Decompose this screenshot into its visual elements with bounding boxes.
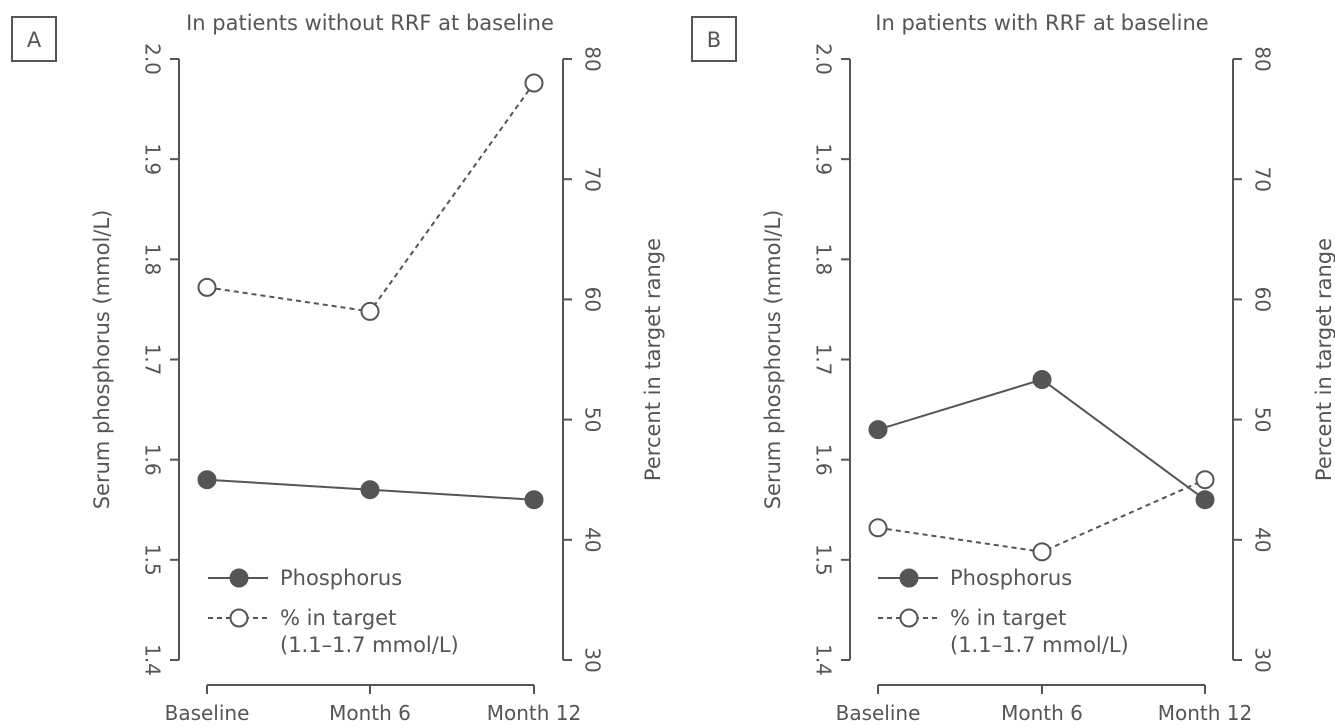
left-y-tick-label: 1.7: [812, 344, 836, 376]
data-point-percent-in-target: [524, 73, 544, 93]
legend-label: Phosphorus: [950, 566, 1072, 590]
legend-marker: [899, 608, 919, 628]
left-y-tick-label: 1.6: [141, 444, 165, 476]
x-tick-label: Baseline: [836, 701, 921, 725]
panel-letter-box: [11, 16, 57, 62]
data-point-percent-in-target: [1195, 470, 1215, 490]
right-y-axis-label: Percent in target range: [1312, 238, 1335, 481]
legend-label-line2: (1.1–1.7 mmol/L): [280, 633, 459, 657]
chart-panel-a: A In patients without RRF at baseline 1.4 1…: [11, 11, 665, 725]
right-y-tick-label: 30: [581, 647, 605, 672]
x-tick-label: Month 6: [1001, 701, 1083, 725]
left-y-tick-label: 1.7: [141, 344, 165, 376]
right-y-tick-label: 60: [581, 287, 605, 312]
series-line-percent-in-target: [206, 82, 535, 313]
left-y-tick-label: 1.9: [812, 143, 836, 175]
chart-panel-b: B In patients with RRF at baseline 1.4 1.5 1…: [691, 11, 1335, 725]
data-point-phosphorus: [868, 420, 888, 440]
right-y-tick-label: 50: [1251, 407, 1275, 432]
right-y-tick-label: 50: [581, 407, 605, 432]
right-y-axis-label: Percent in target range: [641, 238, 665, 481]
right-y-tick-label: 80: [1251, 46, 1275, 71]
data-point-percent-in-target: [197, 277, 217, 297]
left-y-tick-label: 2.0: [141, 43, 165, 75]
legend-label: Phosphorus: [280, 566, 402, 590]
left-y-tick-label: 1.8: [141, 243, 165, 275]
panel-letter: B: [707, 28, 721, 52]
right-y-tick-label: 30: [1251, 647, 1275, 672]
data-point-phosphorus: [360, 480, 380, 500]
left-y-tick-label: 1.6: [812, 444, 836, 476]
left-y-tick-label: 1.4: [141, 644, 165, 676]
data-point-phosphorus: [197, 470, 217, 490]
legend-marker: [229, 608, 249, 628]
legend: Phosphorus % in target (1.1–1.7 mmol/L): [878, 566, 1129, 657]
x-tick-label: Month 6: [329, 701, 411, 725]
right-y-tick-label: 80: [581, 46, 605, 71]
panel-letter-box: [691, 16, 737, 62]
panel-letter: A: [27, 28, 42, 52]
left-y-tick-label: 1.8: [812, 243, 836, 275]
data-point-phosphorus: [1195, 490, 1215, 510]
legend-marker: [899, 568, 919, 588]
legend-label: % in target: [950, 606, 1066, 630]
series-line-percent-in-target: [877, 478, 1206, 553]
x-tick-label: Month 12: [487, 701, 582, 725]
data-point-percent-in-target: [868, 518, 888, 538]
left-y-tick-label: 1.4: [812, 644, 836, 676]
chart-title: In patients without RRF at baseline: [186, 11, 554, 35]
data-point-percent-in-target: [1032, 542, 1052, 562]
right-y-tick-label: 70: [1251, 166, 1275, 191]
right-y-tick-label: 40: [581, 527, 605, 552]
data-point-phosphorus: [1032, 370, 1052, 390]
legend-marker: [229, 568, 249, 588]
legend: Phosphorus % in target (1.1–1.7 mmol/L): [208, 566, 459, 657]
series-line-phosphorus: [877, 378, 1206, 501]
right-y-tick-label: 40: [1251, 527, 1275, 552]
legend-label-line2: (1.1–1.7 mmol/L): [950, 633, 1129, 657]
data-point-percent-in-target: [360, 301, 380, 321]
right-y-tick-label: 70: [581, 166, 605, 191]
left-y-tick-label: 1.9: [141, 143, 165, 175]
right-y-tick-label: 60: [1251, 287, 1275, 312]
left-y-tick-label: 2.0: [812, 43, 836, 75]
left-y-tick-label: 1.5: [141, 544, 165, 576]
x-tick-label: Baseline: [165, 701, 250, 725]
left-y-axis-label: Serum phosphorus (mmol/L): [761, 210, 785, 510]
data-point-phosphorus: [524, 490, 544, 510]
chart-title: In patients with RRF at baseline: [875, 11, 1208, 35]
x-tick-label: Month 12: [1158, 701, 1253, 725]
left-y-tick-label: 1.5: [812, 544, 836, 576]
left-y-axis-label: Serum phosphorus (mmol/L): [90, 210, 114, 510]
legend-label: % in target: [280, 606, 396, 630]
